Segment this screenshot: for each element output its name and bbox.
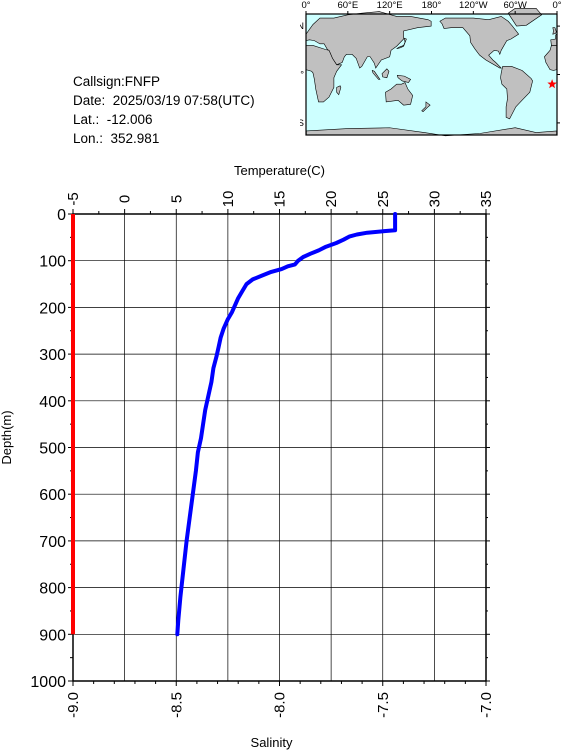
temp-tick-label: 20 [323,191,340,208]
continent-greenland [507,8,543,27]
depth-tick-label: 100 [39,254,66,271]
salinity-tick-label: -8.5 [168,692,185,718]
station-info: Callsign:FNFP Date: 2025/03/19 07:58(UTC… [73,72,255,148]
temperature-axis-title: Temperature(C) [234,163,325,178]
temp-tick-label: 15 [272,191,289,208]
map-lon-label: 0° [552,0,561,11]
map-lat-label: 60°N [300,21,304,32]
temp-tick-label: 5 [168,195,185,203]
temp-tick-label: 35 [478,191,495,208]
temp-tick-label: -5 [65,192,82,205]
callsign-text: Callsign:FNFP [73,74,161,89]
salinity-tick-label: -9.0 [65,692,82,718]
map-lon-label: 180° [422,0,442,11]
temp-tick-label: 30 [426,191,443,208]
temp-tick-label: 0 [117,195,134,203]
continent-africa-east [305,45,343,103]
world-map: 0° 60°E 120°E 180° 120°W 60°W 0° 60°N 0° 60°S [300,0,562,137]
depth-axis-title: Depth(m) [0,410,14,464]
latitude-text: Lat.: -12.006 [73,112,153,127]
island-madagascar [336,85,342,96]
map-lon-label: 120°E [377,0,403,11]
map-lon-label: 120°W [459,0,488,11]
island-borneo [381,68,390,79]
island-new-zealand [421,101,431,112]
date-text: Date: 2025/03/19 07:58(UTC) [73,93,255,108]
depth-tick-label: 200 [39,300,66,317]
longitude-text: Lon.: 352.981 [73,131,160,146]
map-lat-label: 0° [300,70,304,81]
temperature-series-line [175,212,398,637]
continent-australia [385,82,413,106]
salinity-axis-title: Salinity [251,735,293,750]
map-lon-label: 0° [301,0,310,11]
salinity-tick-label: -7.0 [478,692,495,718]
continent-north-america [439,16,520,69]
salinity-tick-label: -8.0 [272,692,289,718]
map-lon-label: 60°W [503,0,526,11]
depth-tick-label: 800 [39,581,66,598]
map-lon-label: 60°E [337,0,358,11]
depth-tick-label: 600 [39,487,66,504]
star-icon [547,79,557,89]
map-lat-label: 60°S [300,118,304,129]
depth-tick-label: 1000 [30,674,66,691]
depth-tick-label: 900 [39,627,66,644]
depth-tick-label: 400 [39,394,66,411]
salinity-tick-label: -7.5 [375,692,392,718]
depth-tick-label: 0 [57,207,66,224]
temp-tick-label: 25 [375,191,392,208]
island-sumatra [371,69,381,80]
continent-south-america [500,66,533,120]
plot-frame [72,213,487,682]
island-new-guinea [396,74,412,83]
temp-tick-label: 10 [220,191,237,208]
island-japan [396,37,407,49]
depth-tick-label: 700 [39,534,66,551]
depth-tick-label: 300 [39,347,66,364]
depth-tick-label: 500 [39,441,66,458]
island-uk [552,27,557,35]
